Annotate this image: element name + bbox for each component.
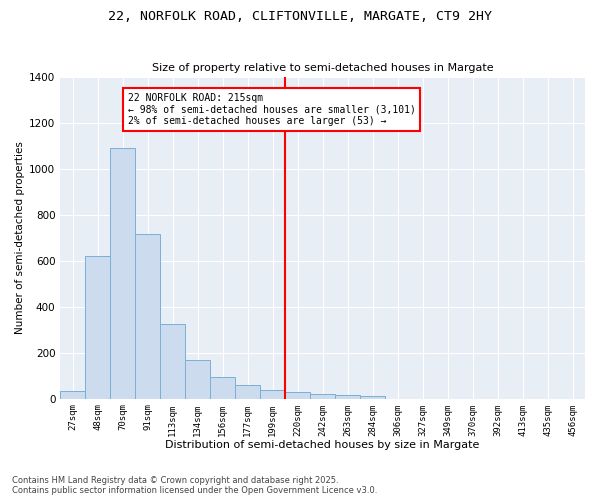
- Bar: [310, 394, 335, 398]
- Text: 22, NORFOLK ROAD, CLIFTONVILLE, MARGATE, CT9 2HY: 22, NORFOLK ROAD, CLIFTONVILLE, MARGATE,…: [108, 10, 492, 23]
- Y-axis label: Number of semi-detached properties: Number of semi-detached properties: [15, 141, 25, 334]
- Bar: [135, 234, 160, 398]
- Bar: [160, 324, 185, 398]
- Bar: [110, 148, 135, 399]
- Bar: [85, 256, 110, 398]
- Bar: [260, 390, 285, 398]
- Bar: [360, 396, 385, 398]
- Bar: [335, 396, 360, 398]
- Bar: [210, 377, 235, 398]
- Text: 22 NORFOLK ROAD: 215sqm
← 98% of semi-detached houses are smaller (3,101)
2% of : 22 NORFOLK ROAD: 215sqm ← 98% of semi-de…: [128, 92, 416, 126]
- Bar: [60, 390, 85, 398]
- X-axis label: Distribution of semi-detached houses by size in Margate: Distribution of semi-detached houses by …: [166, 440, 480, 450]
- Bar: [235, 385, 260, 398]
- Bar: [285, 392, 310, 398]
- Bar: [185, 360, 210, 399]
- Title: Size of property relative to semi-detached houses in Margate: Size of property relative to semi-detach…: [152, 63, 493, 73]
- Text: Contains HM Land Registry data © Crown copyright and database right 2025.
Contai: Contains HM Land Registry data © Crown c…: [12, 476, 377, 495]
